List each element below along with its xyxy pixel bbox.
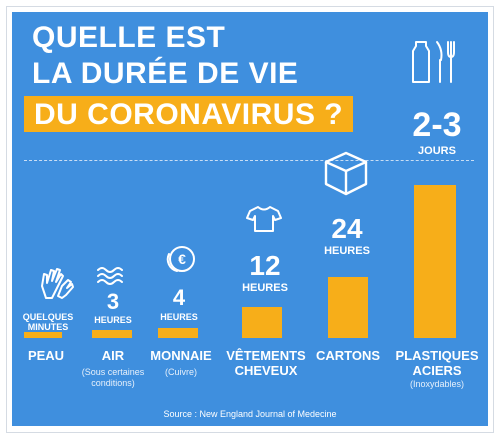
value-number-plastiques: 2-3 bbox=[412, 106, 462, 144]
title-line-1: QUELLE EST bbox=[32, 21, 226, 54]
value-unit-vetements: HEURES bbox=[242, 282, 288, 294]
value-unit-cartons: HEURES bbox=[324, 245, 370, 257]
value-label-peau: QUELQUES MINUTES bbox=[22, 312, 74, 332]
value-number-cartons: 24 bbox=[331, 213, 363, 244]
hands-icon bbox=[41, 268, 74, 299]
category-label-cartons: CARTONS bbox=[315, 348, 381, 363]
bar-plastiques bbox=[414, 184, 456, 338]
svg-text:€: € bbox=[178, 251, 186, 267]
value-unit-plastiques: JOURS bbox=[418, 145, 456, 157]
category-label-cheveux: CHEVEUX bbox=[234, 363, 298, 378]
category-label-monnaie: MONNAIE bbox=[150, 348, 212, 363]
bar-cartons bbox=[328, 276, 368, 338]
value-number-monnaie: 4 bbox=[172, 285, 186, 310]
category-label-plastiques: PLASTIQUES bbox=[395, 348, 479, 363]
category-label-air: AIR bbox=[101, 348, 125, 363]
euro-coin-icon: € bbox=[166, 246, 195, 272]
category-sublabel-aciers: (Inoxydables) bbox=[409, 379, 465, 389]
bottle-cutlery-icon bbox=[412, 41, 455, 83]
category-label-peau: PEAU bbox=[27, 348, 65, 363]
bar-peau bbox=[24, 332, 62, 338]
box-icon bbox=[324, 151, 368, 196]
category-sublabel-air: (Sous certaines conditions) bbox=[81, 367, 145, 388]
category-sublabel-monnaie: (Cuivre) bbox=[164, 367, 197, 377]
infographic-panel: QUELLE EST LA DURÉE DE VIE DU CORONAVIRU… bbox=[12, 12, 488, 426]
category-label-aciers: ACIERS bbox=[412, 363, 462, 378]
category-label-vetements: VÊTEMENTS bbox=[226, 348, 306, 363]
value-number-air: 3 bbox=[106, 289, 120, 314]
bar-air bbox=[92, 330, 132, 338]
bar-vetements bbox=[242, 307, 282, 338]
value-unit-air: HEURES bbox=[94, 315, 132, 325]
source-note: Source : New England Journal of Medecine bbox=[163, 409, 337, 419]
bar-monnaie bbox=[158, 327, 198, 338]
tshirt-icon bbox=[246, 206, 282, 232]
value-unit-monnaie: HEURES bbox=[160, 312, 198, 322]
title-line-2: LA DURÉE DE VIE bbox=[32, 57, 299, 90]
value-number-vetements: 12 bbox=[249, 250, 281, 281]
waves-icon bbox=[97, 267, 123, 285]
title-highlight: DU CORONAVIRUS ? bbox=[24, 96, 354, 132]
reference-line bbox=[24, 160, 474, 161]
